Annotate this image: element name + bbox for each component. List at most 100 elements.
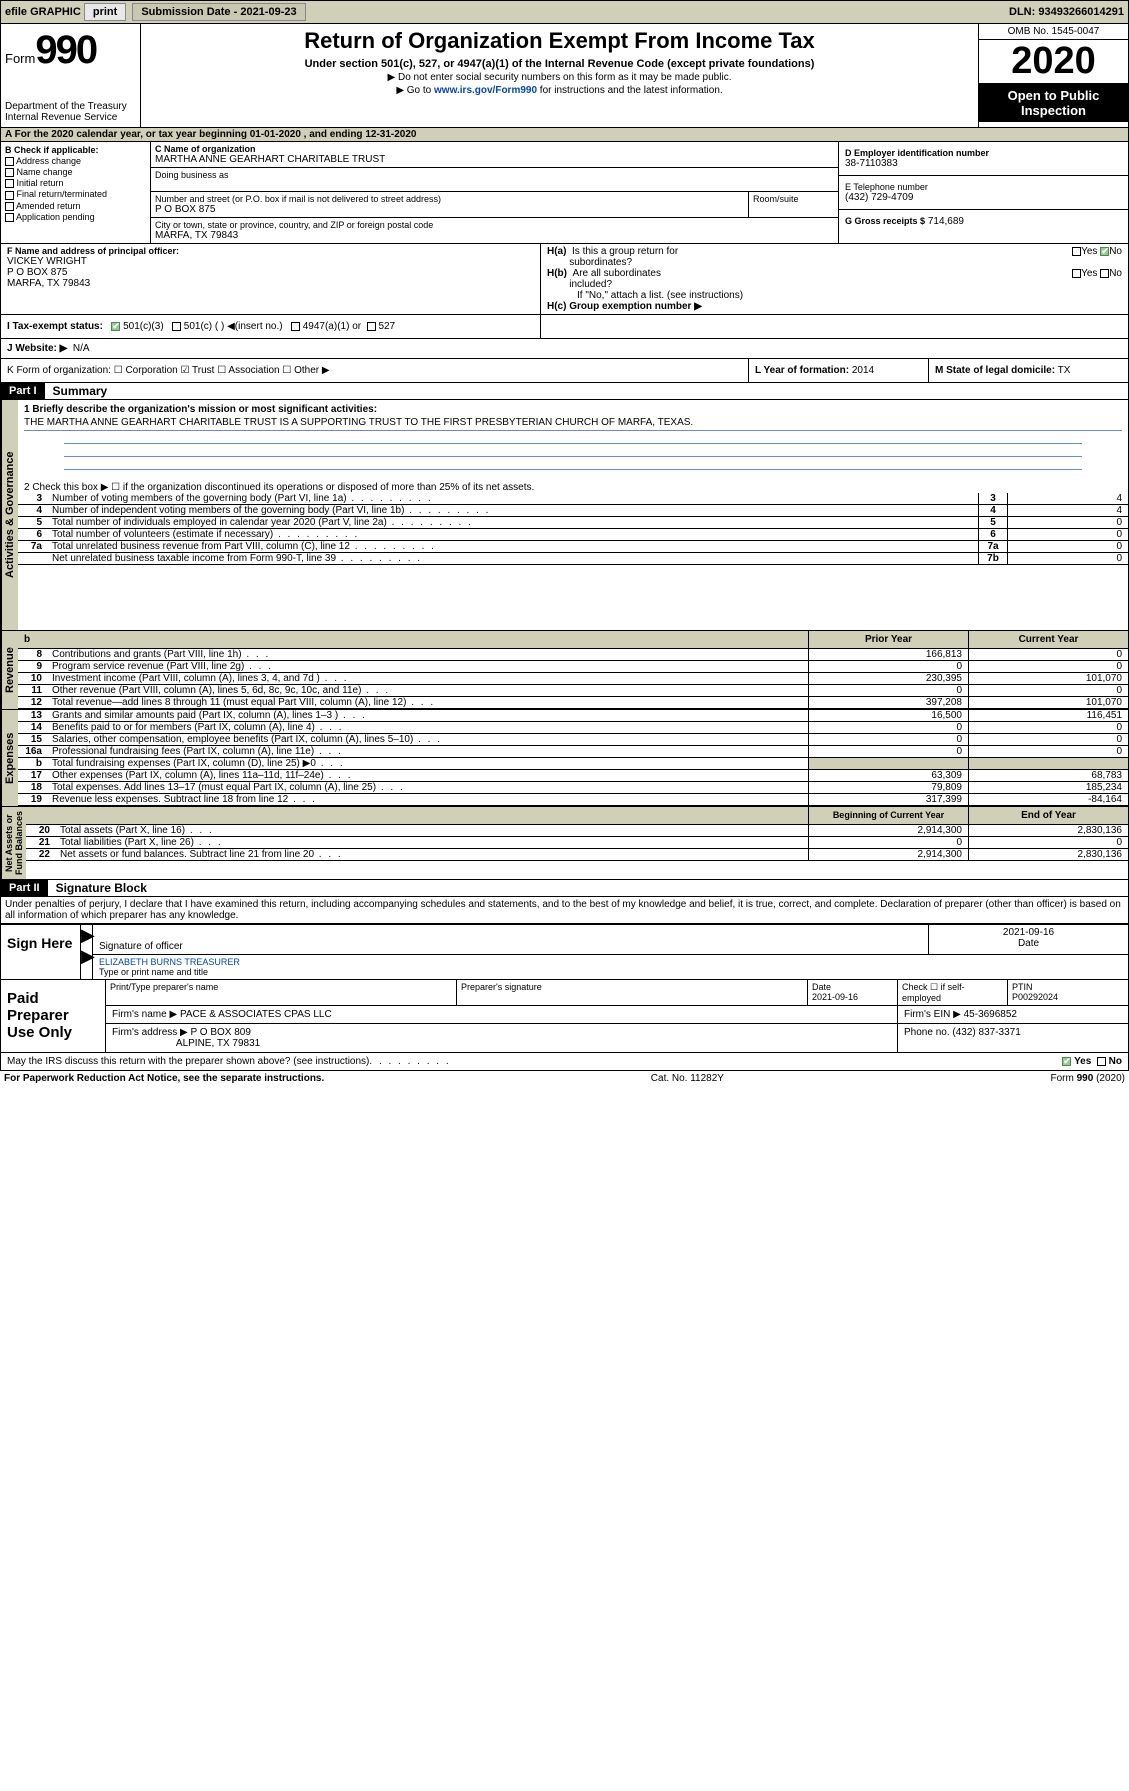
check-final-return[interactable] (5, 191, 14, 200)
self-emp-hdr: Check ☐ if self-employed (898, 980, 1008, 1005)
curr-val: 2,830,136 (968, 825, 1128, 836)
date-label: Date (1018, 938, 1039, 949)
block-d-label: D Employer identification number (845, 148, 1122, 158)
check-name-change[interactable] (5, 168, 14, 177)
print-button[interactable]: print (84, 3, 126, 21)
omb-number: OMB No. 1545-0047 (979, 24, 1128, 40)
block-c-name-label: C Name of organization (155, 144, 834, 154)
line-num: 6 (18, 529, 48, 540)
hb-yes[interactable] (1072, 269, 1081, 278)
form-number: 990 (35, 28, 96, 72)
check-initial-return[interactable] (5, 179, 14, 188)
firm-phone: (432) 837-3371 (952, 1027, 1020, 1038)
check-501c[interactable] (172, 322, 181, 331)
sign-here-label: Sign Here (1, 925, 81, 979)
vert-revenue: Revenue (1, 631, 18, 709)
prior-val: 397,208 (808, 697, 968, 708)
dln: DLN: 93493266014291 (1009, 6, 1124, 18)
line-num: 4 (18, 505, 48, 516)
check-527[interactable] (367, 322, 376, 331)
discuss-no[interactable] (1097, 1057, 1106, 1066)
curr-val: 0 (968, 661, 1128, 672)
lbl-name-change: Name change (17, 167, 73, 177)
check-address-change[interactable] (5, 157, 14, 166)
lbl-no2: No (1109, 268, 1122, 279)
line-desc: Total revenue—add lines 8 through 11 (mu… (48, 697, 808, 708)
hdr-current: Current Year (968, 631, 1128, 648)
line-desc: Salaries, other compensation, employee b… (48, 734, 808, 745)
officer-typed-name[interactable]: ELIZABETH BURNS TREASURER (99, 957, 240, 967)
line-box: 7b (978, 553, 1008, 564)
discuss-yes[interactable] (1062, 1057, 1071, 1066)
line-desc: Total number of individuals employed in … (48, 517, 978, 528)
irs-link[interactable]: www.irs.gov/Form990 (434, 85, 537, 96)
website: N/A (73, 343, 90, 354)
line-num: 9 (18, 661, 48, 672)
check-4947[interactable] (291, 322, 300, 331)
prior-val: 63,309 (808, 770, 968, 781)
ha-yes[interactable] (1072, 247, 1081, 256)
ptin-hdr: PTIN (1012, 982, 1033, 992)
prior-val: 0 (808, 746, 968, 757)
curr-val: 0 (968, 837, 1128, 848)
part1-title: Summary (45, 384, 108, 398)
line-desc: Total assets (Part X, line 16) . . . (56, 825, 808, 836)
cat-no: Cat. No. 11282Y (651, 1073, 724, 1084)
firm-addr1: P O BOX 809 (191, 1027, 251, 1038)
perjury-statement: Under penalties of perjury, I declare th… (0, 897, 1129, 924)
line-val: 4 (1008, 505, 1128, 516)
lbl-app-pending: Application pending (16, 212, 95, 222)
line-desc: Contributions and grants (Part VIII, lin… (48, 649, 808, 660)
org-name: MARTHA ANNE GEARHART CHARITABLE TRUST (155, 154, 834, 165)
room-label: Room/suite (748, 192, 838, 217)
ha-no[interactable] (1100, 247, 1109, 256)
open-public-2: Inspection (1021, 103, 1086, 118)
line-desc: Number of independent voting members of … (48, 505, 978, 516)
line-val: 0 (1008, 541, 1128, 552)
hdr-end: End of Year (968, 807, 1128, 824)
opt-501c: 501(c) ( ) ◀(insert no.) (184, 321, 283, 332)
line-desc: Net unrelated business taxable income fr… (48, 553, 978, 564)
line-num (18, 553, 48, 564)
check-app-pending[interactable] (5, 213, 14, 222)
block-b-label: B Check if applicable: (5, 145, 146, 155)
line-desc: Total expenses. Add lines 13–17 (must eq… (48, 782, 808, 793)
city-label: City or town, state or province, country… (155, 220, 834, 230)
lbl-initial-return: Initial return (17, 178, 64, 188)
prior-val: 0 (808, 722, 968, 733)
line-desc: Total number of volunteers (estimate if … (48, 529, 978, 540)
line-box: 5 (978, 517, 1008, 528)
curr-val: 101,070 (968, 697, 1128, 708)
prep-sig-hdr: Preparer's signature (457, 980, 808, 1005)
dept-treasury: Department of the Treasury Internal Reve… (5, 101, 136, 123)
curr-val: 101,070 (968, 673, 1128, 684)
block-m-label: M State of legal domicile: (935, 365, 1055, 376)
vert-activities: Activities & Governance (1, 400, 18, 630)
line-num: 20 (26, 825, 56, 836)
name-title-label: Type or print name and title (99, 967, 208, 977)
line-desc: Number of voting members of the governin… (48, 493, 978, 504)
line-num: 14 (18, 722, 48, 733)
prior-val: 230,395 (808, 673, 968, 684)
line-desc: Benefits paid to or for members (Part IX… (48, 722, 808, 733)
prior-val: 2,914,300 (808, 825, 968, 836)
line-box: 4 (978, 505, 1008, 516)
opt-501c3: 501(c)(3) (123, 321, 164, 332)
hb-no[interactable] (1100, 269, 1109, 278)
curr-val: 0 (968, 649, 1128, 660)
curr-val: 116,451 (968, 710, 1128, 721)
line-num: 12 (18, 697, 48, 708)
line-desc: Other revenue (Part VIII, column (A), li… (48, 685, 808, 696)
line-val: 0 (1008, 553, 1128, 564)
addr-label: Number and street (or P.O. box if mail i… (155, 194, 744, 204)
sig-officer-label: Signature of officer (99, 941, 183, 952)
officer-addr2: MARFA, TX 79843 (7, 278, 534, 289)
block-e-label: E Telephone number (845, 182, 1122, 192)
curr-val (968, 758, 1128, 769)
line-num: 16a (18, 746, 48, 757)
check-amended[interactable] (5, 202, 14, 211)
paid-preparer-label: Paid Preparer Use Only (1, 980, 106, 1052)
ein-label: Firm's EIN ▶ (904, 1009, 961, 1020)
line-desc: Revenue less expenses. Subtract line 18 … (48, 794, 808, 805)
check-501c3[interactable] (111, 322, 120, 331)
